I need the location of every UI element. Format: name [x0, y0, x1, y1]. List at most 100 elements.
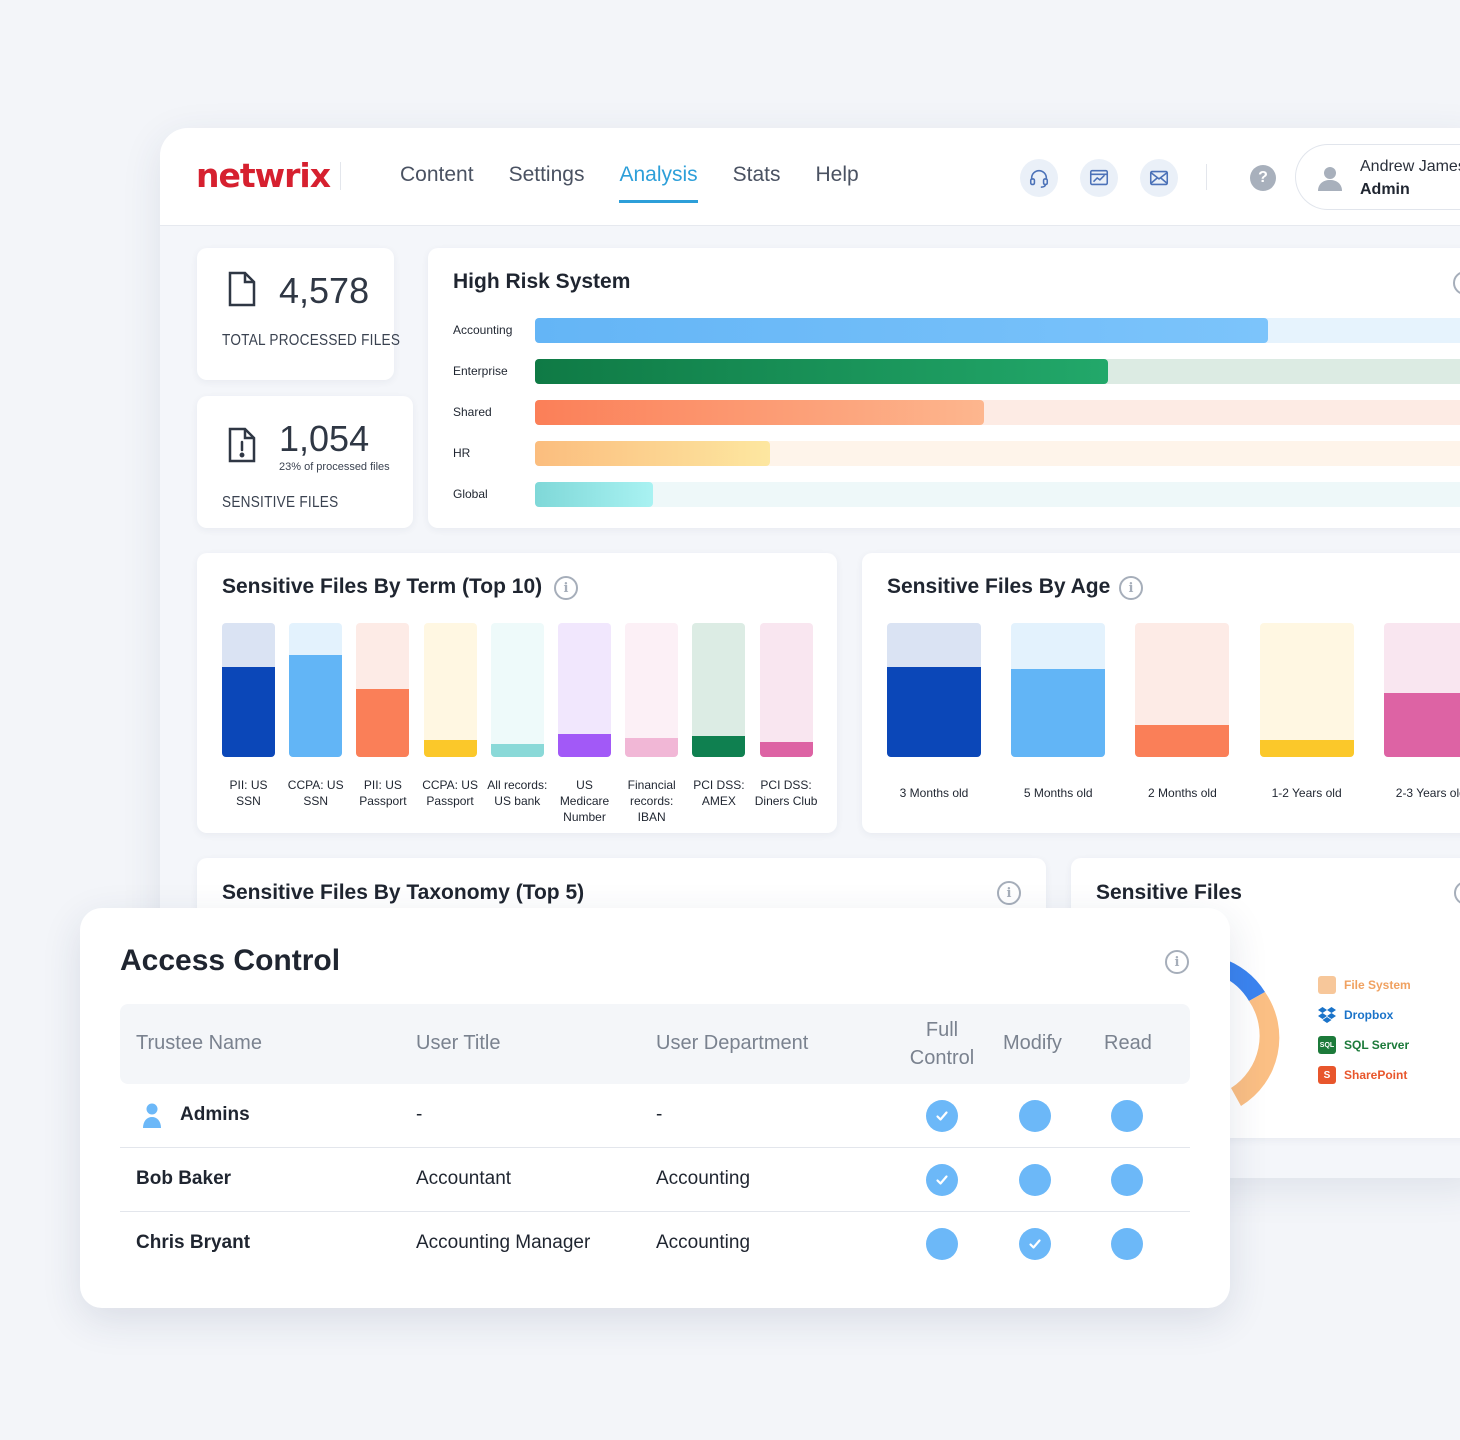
high-risk-bar-track[interactable] — [535, 359, 1460, 384]
total-files-value: 4,578 — [279, 270, 370, 311]
col-read[interactable]: Read — [1104, 1032, 1152, 1054]
read-toggle[interactable] — [1111, 1164, 1143, 1196]
info-icon[interactable]: i — [554, 576, 578, 600]
bar — [490, 743, 544, 757]
user-menu[interactable]: Andrew James Admin — [1295, 144, 1460, 210]
nav-content[interactable]: Content — [400, 163, 474, 186]
bar-track[interactable] — [423, 623, 477, 757]
bar — [558, 734, 611, 757]
sensitive-files-card: 1,054 23% of processed files SENSITIVE F… — [197, 396, 413, 528]
panel-title: Access Control — [120, 944, 341, 977]
nav-stats[interactable]: Stats — [732, 163, 781, 186]
bar-label: CCPA: US SSN — [287, 778, 344, 808]
info-icon[interactable]: i — [1453, 271, 1460, 295]
bar-track[interactable] — [625, 623, 679, 757]
info-icon[interactable]: i — [1454, 881, 1460, 905]
sensitive-file-icon — [228, 427, 256, 463]
read-toggle[interactable] — [1111, 1100, 1143, 1132]
sensitive-by-term-card: Sensitive Files By Term (Top 10) i PII: … — [197, 553, 837, 833]
high-risk-label: Accounting — [453, 323, 513, 337]
user-department: Accounting — [656, 1168, 751, 1189]
bar-track[interactable] — [289, 623, 343, 757]
table-row[interactable]: Chris Bryant Accounting Manager Accounting — [120, 1212, 1190, 1276]
divider — [1206, 164, 1207, 190]
dropbox-icon — [1318, 1006, 1336, 1024]
help-icon[interactable]: ? — [1250, 165, 1276, 191]
file-icon — [228, 271, 256, 307]
bar-label: 2-3 Years old — [1395, 786, 1460, 800]
user-department: Accounting — [656, 1232, 751, 1253]
card-title: Sensitive Files — [1096, 881, 1242, 904]
col-user-department[interactable]: User Department — [656, 1032, 809, 1054]
bar — [1383, 692, 1460, 757]
bar-track[interactable] — [1259, 623, 1354, 757]
modify-toggle[interactable] — [1019, 1164, 1051, 1196]
bar — [1011, 668, 1106, 757]
bar-track[interactable] — [558, 623, 611, 757]
top-navigation-bar: netwrix Content Settings Analysis Stats … — [160, 128, 1460, 226]
netwrix-logo[interactable]: netwrix — [196, 156, 331, 195]
bar-track[interactable] — [222, 623, 275, 757]
bar — [1259, 739, 1354, 757]
bar — [356, 688, 410, 757]
high-risk-bar-track[interactable] — [535, 400, 1460, 425]
high-risk-bar-track[interactable] — [535, 441, 1460, 466]
high-risk-label: Enterprise — [453, 364, 508, 378]
bar-label: PII: US SSN — [229, 778, 268, 808]
table-header: Trustee Name User Title User Department … — [120, 1004, 1190, 1084]
col-full-control[interactable]: Full Control — [909, 1019, 975, 1069]
trustee-name: Bob Baker — [136, 1168, 232, 1189]
user-title: Accountant — [416, 1168, 512, 1189]
high-risk-bar-track[interactable] — [535, 482, 1460, 507]
col-trustee-name[interactable]: Trustee Name — [136, 1032, 262, 1054]
bar — [887, 667, 981, 757]
high-risk-bar — [535, 318, 1269, 343]
bar — [289, 655, 343, 757]
sensitive-files-value: 1,054 — [279, 418, 370, 459]
bar-label: 2 Months old — [1148, 786, 1217, 800]
trustee-name: Chris Bryant — [136, 1232, 251, 1253]
bar-track[interactable] — [1383, 623, 1460, 757]
full-control-toggle[interactable] — [926, 1164, 958, 1196]
mail-icon[interactable] — [1140, 159, 1178, 197]
legend-sql-server: SQL SQL Server — [1318, 1036, 1410, 1054]
high-risk-bar — [535, 482, 653, 507]
read-toggle[interactable] — [1111, 1228, 1143, 1260]
info-icon[interactable]: i — [1165, 950, 1189, 974]
chart-window-icon[interactable] — [1080, 159, 1118, 197]
high-risk-bar-track[interactable] — [535, 318, 1460, 343]
total-files-card: 4,578 TOTAL PROCESSED FILES — [197, 248, 400, 380]
bar-label: 3 Months old — [899, 786, 969, 800]
bar — [222, 667, 275, 757]
card-title: Sensitive Files By Term (Top 10) — [222, 575, 543, 598]
modify-toggle[interactable] — [1019, 1228, 1051, 1260]
modify-toggle[interactable] — [1019, 1100, 1051, 1132]
table-row[interactable]: Admins - - — [120, 1084, 1190, 1148]
legend-sharepoint: S SharePoint — [1318, 1066, 1407, 1084]
access-control-panel: Access Control i Trustee Name User Title… — [80, 908, 1230, 1308]
nav-analysis[interactable]: Analysis — [619, 163, 698, 203]
info-icon[interactable]: i — [997, 881, 1021, 905]
bar-track[interactable] — [692, 623, 746, 757]
full-control-toggle[interactable] — [926, 1228, 958, 1260]
headset-icon[interactable] — [1020, 159, 1058, 197]
bar-track[interactable] — [490, 623, 544, 757]
info-icon[interactable]: i — [1119, 576, 1143, 600]
bar-track[interactable] — [1135, 623, 1230, 757]
bar-track[interactable] — [759, 623, 813, 757]
col-user-title[interactable]: User Title — [416, 1032, 501, 1054]
donut-slice-dropbox — [1221, 958, 1265, 1001]
bar — [759, 742, 813, 757]
nav-settings[interactable]: Settings — [508, 163, 585, 186]
high-risk-label: Shared — [453, 405, 492, 419]
bar-label: PCI DSS: AMEX — [693, 778, 745, 808]
full-control-toggle[interactable] — [926, 1100, 958, 1132]
user-name: Andrew James — [1360, 158, 1460, 175]
bar-track[interactable] — [356, 623, 410, 757]
user-title: Accounting Manager — [416, 1232, 591, 1253]
col-modify[interactable]: Modify — [1003, 1032, 1062, 1054]
bar-track[interactable] — [1011, 623, 1106, 757]
nav-help[interactable]: Help — [815, 163, 859, 186]
bar-track[interactable] — [887, 623, 981, 757]
table-row[interactable]: Bob Baker Accountant Accounting — [120, 1148, 1190, 1212]
